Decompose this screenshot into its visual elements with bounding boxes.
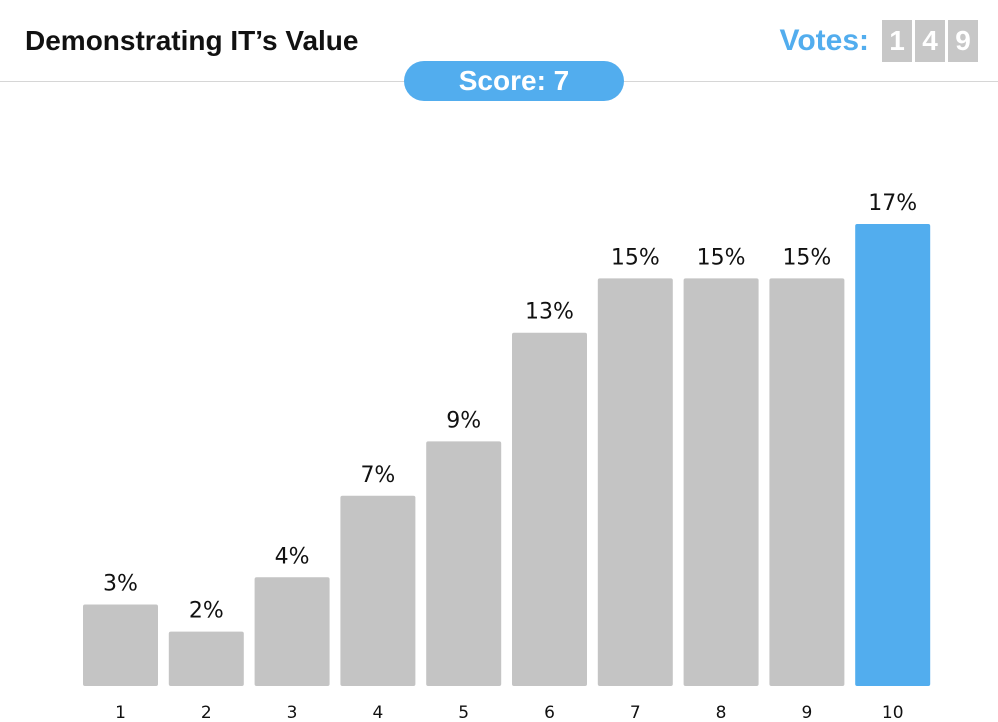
bar-3 bbox=[254, 577, 330, 686]
bar-9 bbox=[769, 278, 845, 686]
data-label-2: 2% bbox=[189, 599, 224, 624]
x-tick-label-10: 10 bbox=[882, 703, 904, 722]
bar-4 bbox=[340, 495, 416, 686]
x-tick-label-2: 2 bbox=[201, 703, 212, 722]
bar-10 bbox=[855, 224, 931, 686]
bar-2 bbox=[168, 631, 244, 686]
votes-digit-2: 4 bbox=[915, 20, 945, 62]
page-title: Demonstrating IT’s Value bbox=[25, 25, 359, 56]
data-label-6: 13% bbox=[525, 300, 574, 325]
votes-counter: Votes: 1 4 9 bbox=[780, 20, 978, 62]
bar-6 bbox=[512, 332, 587, 686]
bar-1 bbox=[83, 604, 158, 686]
x-tick-label-9: 9 bbox=[801, 703, 812, 722]
data-label-5: 9% bbox=[446, 408, 481, 433]
x-tick-label-7: 7 bbox=[630, 703, 641, 722]
bar-8 bbox=[683, 278, 759, 686]
data-label-7: 15% bbox=[611, 245, 660, 270]
header-bar: Demonstrating IT’s Value Votes: 1 4 9 bbox=[0, 0, 998, 82]
x-tick-label-4: 4 bbox=[372, 703, 383, 722]
data-label-4: 7% bbox=[360, 463, 395, 488]
bar-5 bbox=[426, 441, 502, 686]
votes-digit-3: 9 bbox=[948, 20, 978, 62]
votes-digit-1: 1 bbox=[882, 20, 912, 62]
x-tick-label-1: 1 bbox=[115, 703, 126, 722]
x-tick-label-8: 8 bbox=[716, 703, 727, 722]
bar-7 bbox=[597, 278, 673, 686]
x-tick-label-5: 5 bbox=[458, 703, 469, 722]
score-badge: Score: 7 bbox=[404, 61, 624, 101]
x-tick-label-3: 3 bbox=[287, 703, 298, 722]
data-label-10: 17% bbox=[868, 191, 917, 216]
data-label-8: 15% bbox=[697, 245, 746, 270]
data-label-9: 15% bbox=[782, 245, 831, 270]
data-label-3: 4% bbox=[275, 544, 310, 569]
x-tick-label-6: 6 bbox=[544, 703, 555, 722]
votes-label: Votes: bbox=[779, 24, 869, 57]
data-label-1: 3% bbox=[103, 572, 138, 597]
